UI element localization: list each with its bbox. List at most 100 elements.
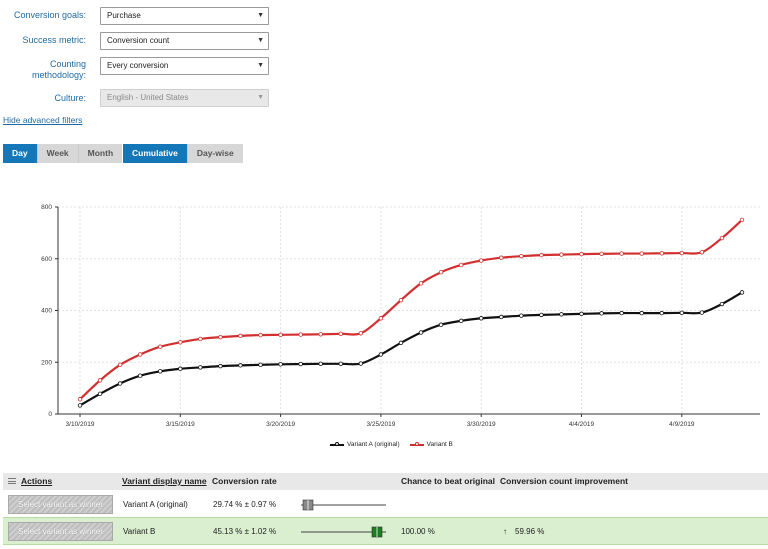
filter-label: Culture:: [54, 93, 86, 103]
conversion-rate-interval-bar: [301, 526, 386, 538]
series-line-variant-a: [79, 291, 743, 407]
data-point: [739, 290, 745, 295]
data-point: [438, 270, 444, 275]
legend-label: Variant B: [426, 441, 453, 448]
chart-svg: 0 200 400 600 800 3/10/2019 3/15/2019 3/20/2019…: [41, 204, 760, 428]
header-variant-name[interactable]: Variant display name: [122, 476, 207, 486]
chart-legend: Variant A (original) Variant B: [330, 441, 453, 448]
x-tick-label: 3/20/2019: [266, 421, 295, 428]
data-point: [278, 332, 283, 338]
data-point: [579, 251, 584, 257]
filter-label: Conversion goals:: [13, 10, 86, 20]
conversion-goals-select[interactable]: Purchase ▼: [100, 7, 269, 25]
day-button[interactable]: Day: [3, 144, 38, 163]
hide-advanced-filters-link[interactable]: Hide advanced filters: [3, 115, 83, 125]
select-winner-button[interactable]: Select variant as winner: [8, 522, 113, 541]
select-value: English - United States: [107, 93, 189, 102]
data-point: [298, 361, 303, 367]
data-point: [539, 252, 544, 258]
table-row: Select variant as winner Variant B 45.13…: [3, 517, 768, 545]
data-point: [559, 252, 564, 257]
dropdown-arrow-icon: ▼: [257, 62, 264, 69]
data-point: [97, 391, 103, 397]
data-point: [619, 251, 624, 256]
dropdown-arrow-icon: ▼: [257, 94, 264, 101]
table-row: Select variant as winner Variant A (orig…: [3, 491, 768, 519]
x-tick-label: 3/10/2019: [66, 421, 95, 428]
conversion-rate: 45.13 % ± 1.02 %: [213, 527, 277, 536]
data-point: [318, 332, 323, 337]
data-point: [378, 316, 384, 321]
data-point: [619, 310, 624, 316]
x-tick-label: 3/15/2019: [166, 421, 195, 428]
header-improvement: Conversion count improvement: [500, 476, 628, 486]
legend-item-variant-b[interactable]: Variant B: [409, 441, 453, 448]
data-point: [479, 316, 484, 321]
data-point: [719, 301, 725, 307]
data-point: [117, 381, 123, 386]
variant-name: Variant A (original): [123, 500, 188, 509]
data-point: [579, 311, 584, 317]
data-point: [158, 369, 163, 374]
data-point: [218, 334, 223, 340]
data-point: [458, 262, 464, 268]
improvement-value: 59.96 %: [515, 527, 545, 536]
x-tick-label: 3/30/2019: [467, 421, 496, 428]
select-value: Conversion count: [107, 36, 170, 45]
x-tick-label: 4/9/2019: [669, 421, 695, 428]
data-point: [679, 250, 685, 256]
header-chance-to-beat: Chance to beat original: [401, 476, 495, 486]
data-point: [238, 333, 243, 339]
legend-label: Variant A (original): [347, 441, 400, 448]
data-point: [479, 258, 484, 263]
x-tick-label: 3/25/2019: [366, 421, 395, 428]
cumulative-button[interactable]: Cumulative: [123, 144, 188, 163]
y-tick-label: 800: [41, 204, 52, 211]
data-point: [358, 331, 364, 336]
data-point: [438, 322, 444, 327]
data-point: [178, 366, 183, 371]
filter-label: Counting methodology:: [31, 59, 86, 80]
dropdown-arrow-icon: ▼: [257, 12, 264, 19]
legend-swatch: [409, 441, 424, 446]
period-button-group: Day Week Month: [3, 144, 123, 163]
conversion-rate: 29.74 % ± 0.97 %: [213, 500, 277, 509]
variant-name: Variant B: [123, 527, 156, 536]
counting-methodology-select[interactable]: Every conversion ▼: [100, 57, 269, 75]
week-button[interactable]: Week: [37, 144, 79, 163]
data-point: [659, 251, 664, 256]
data-point: [599, 311, 604, 316]
data-point: [499, 255, 504, 260]
hamburger-menu-icon[interactable]: [8, 478, 16, 484]
data-point: [198, 336, 203, 342]
dropdown-arrow-icon: ▼: [257, 37, 264, 44]
data-point: [499, 314, 504, 320]
data-point: [338, 331, 343, 336]
data-point: [659, 310, 664, 316]
x-tick-label: 4/4/2019: [569, 421, 595, 428]
data-point: [77, 403, 83, 408]
data-point: [137, 373, 143, 378]
select-value: Every conversion: [107, 61, 169, 70]
data-point: [358, 361, 364, 366]
success-metric-select[interactable]: Conversion count ▼: [100, 32, 269, 50]
data-point: [398, 297, 404, 303]
data-point: [338, 361, 343, 367]
data-point: [739, 217, 745, 223]
day-wise-button[interactable]: Day-wise: [187, 144, 243, 163]
select-value: Purchase: [107, 11, 141, 20]
month-button[interactable]: Month: [78, 144, 123, 163]
mode-button-group: Cumulative Day-wise: [123, 144, 243, 163]
legend-item-variant-a[interactable]: Variant A (original): [330, 441, 400, 448]
select-winner-button[interactable]: Select variant as winner: [8, 495, 113, 514]
improvement-arrow-icon: ↑: [503, 527, 507, 536]
data-point: [599, 251, 604, 257]
header-actions[interactable]: Actions: [21, 476, 53, 486]
data-point: [218, 363, 223, 369]
data-point: [258, 332, 263, 338]
y-tick-label: 400: [41, 308, 52, 315]
data-point: [539, 312, 544, 318]
data-point: [679, 310, 685, 316]
y-tick-label: 600: [41, 256, 52, 263]
data-point: [418, 330, 424, 335]
